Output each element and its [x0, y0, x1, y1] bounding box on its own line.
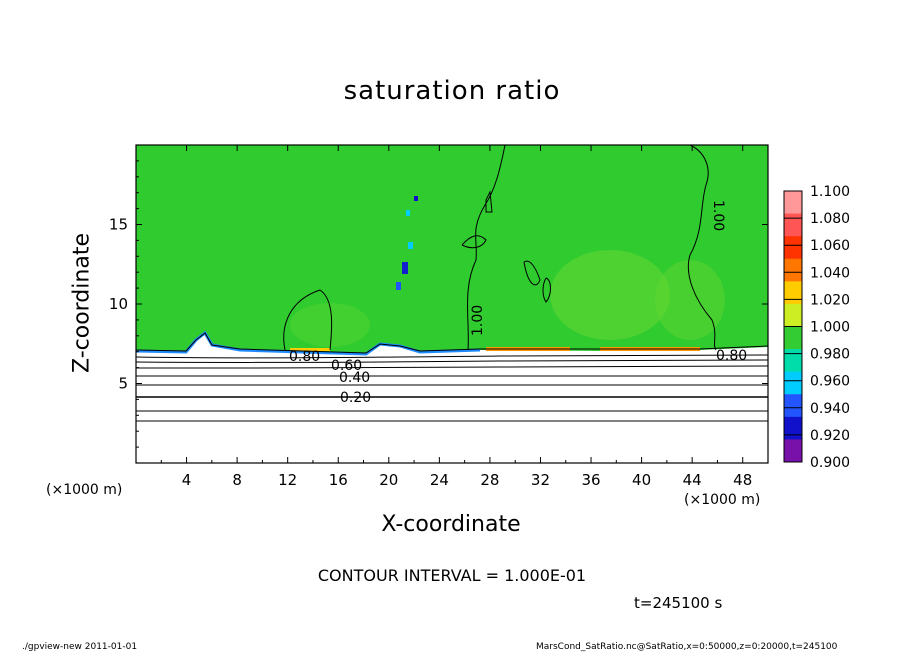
contour-line	[461, 235, 487, 249]
supersaturation-band	[290, 348, 330, 351]
x-tick-label: 16	[329, 471, 348, 489]
contour-label: 0.60	[331, 358, 362, 374]
colorbar-label: 0.900	[810, 455, 850, 471]
contour-label: 0.80	[716, 348, 747, 364]
supersaturation-patch	[655, 260, 725, 340]
colorbar-swatch	[784, 281, 802, 305]
x-tick-label: 24	[430, 471, 449, 489]
y-tick-label: 5	[118, 375, 128, 393]
colorbar-swatch	[784, 371, 802, 395]
contour-line	[135, 365, 769, 369]
x-axis-label: X-coordinate	[381, 512, 521, 537]
contour-line	[687, 144, 717, 351]
chart-title: saturation ratio	[343, 76, 561, 106]
colorbar-swatch	[784, 326, 802, 350]
colorbar-label: 1.020	[810, 292, 850, 308]
footer-right: MarsCond_SatRatio.nc@SatRatio,x=0:50000,…	[536, 642, 838, 652]
contour-label: 1.00	[470, 305, 486, 336]
contour-line	[135, 354, 769, 359]
supersaturation-patch	[290, 303, 370, 347]
contour-line	[283, 289, 333, 351]
x-tick-label: 8	[232, 471, 242, 489]
colorbar-swatch	[784, 303, 802, 327]
subsaturation-speck	[408, 242, 413, 249]
contour-line	[542, 277, 551, 303]
x-unit-right: (×1000 m)	[684, 492, 761, 508]
x-tick-label: 40	[632, 471, 651, 489]
colorbar-label: 1.040	[810, 265, 850, 281]
colorbar-label: 0.960	[810, 374, 850, 390]
x-tick-label: 28	[480, 471, 499, 489]
colorbar-label: 1.100	[810, 184, 850, 200]
contour-label: 0.80	[289, 349, 320, 365]
colorbar: 1.100 1.080 1.060 1.040 1.020 1.000 0.980 0.960…	[783, 184, 850, 471]
x-tick-label: 36	[581, 471, 600, 489]
contour-labels: 0.80 0.600.40 0.20 1.00 1.00 0.80	[289, 200, 747, 406]
colorbar-swatch	[784, 191, 802, 215]
subsaturation-speck	[414, 196, 418, 201]
footer-left: ./gpview-new 2011-01-01	[22, 642, 138, 652]
colorbar-swatch	[784, 349, 802, 373]
colorbar-swatch	[784, 394, 802, 418]
x-tick-label: 20	[379, 471, 398, 489]
contour-label: 1.00	[710, 200, 726, 231]
colorbar-label: 1.000	[810, 320, 850, 336]
colorbar-swatch	[784, 213, 802, 237]
colorbar-swatch	[784, 439, 802, 463]
contour-line	[523, 260, 541, 286]
x-tick-label: 44	[683, 471, 702, 489]
contour-line	[135, 359, 769, 363]
colorbar-label: 1.060	[810, 238, 850, 254]
contour-line	[135, 332, 769, 354]
y-tick-label: 15	[109, 216, 128, 234]
colorbar-swatch	[784, 258, 802, 282]
colorbar-swatch	[784, 416, 802, 440]
colorbar-label: 0.940	[810, 401, 850, 417]
time-stamp: t=245100 s	[634, 594, 723, 612]
x-tick-label: 4	[182, 471, 192, 489]
colorbar-label: 1.080	[810, 211, 850, 227]
contour-lines	[135, 144, 769, 422]
x-tick-label: 48	[733, 471, 752, 489]
contour-interval: CONTOUR INTERVAL = 1.000E-01	[317, 566, 587, 585]
contour-label: 0.40	[339, 370, 370, 386]
colorbar-swatch	[784, 236, 802, 260]
x-tick-label: 12	[278, 471, 297, 489]
colorbar-label: 0.920	[810, 428, 850, 444]
y-tick-label: 10	[109, 295, 128, 313]
contour-line	[485, 190, 493, 213]
subsaturation-speck	[396, 282, 401, 290]
x-tick-label: 32	[531, 471, 550, 489]
colorbar-label: 0.980	[810, 347, 850, 363]
supersaturation-patch	[550, 250, 670, 340]
contour-line	[467, 144, 506, 351]
x-unit-left: (×1000 m)	[46, 482, 123, 498]
contour-label: 0.20	[340, 390, 371, 406]
subsaturation-speck	[402, 262, 408, 274]
subsaturation-speck	[406, 210, 410, 216]
